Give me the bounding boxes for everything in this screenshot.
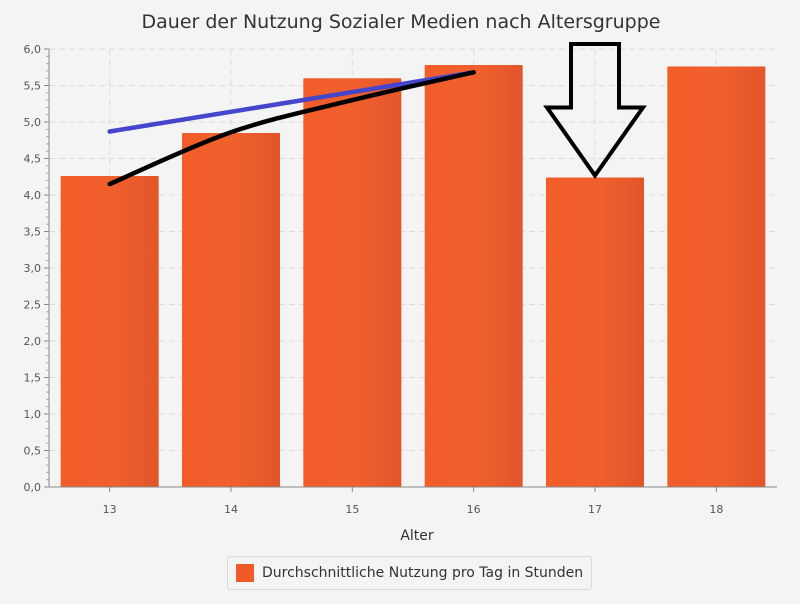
y-tick-label: 6,0 (24, 43, 42, 56)
legend: Durchschnittliche Nutzung pro Tag in Stu… (227, 556, 593, 590)
legend-label: Durchschnittliche Nutzung pro Tag in Stu… (262, 565, 584, 581)
annotations (107, 42, 647, 187)
bars (60, 65, 766, 488)
y-tick-label: 3,5 (24, 226, 42, 239)
down-arrow (543, 42, 647, 179)
y-tick-label: 5,0 (24, 116, 42, 129)
x-tick-label: 16 (467, 503, 481, 516)
bar-17 (546, 177, 644, 488)
chart-title: Dauer der Nutzung Sozialer Medien nach A… (142, 11, 661, 33)
y-tick-label: 0,5 (24, 445, 42, 458)
x-tick-label: 13 (103, 503, 117, 516)
y-tick-label: 1,0 (24, 408, 42, 421)
bar-13 (60, 176, 159, 487)
y-tick-label: 4,5 (24, 153, 42, 166)
y-tick-label: 1,5 (24, 372, 42, 385)
y-tick-label: 5,5 (24, 80, 42, 93)
x-tick-label: 17 (588, 503, 602, 516)
y-tick-label: 2,5 (24, 299, 42, 312)
y-tick-label: 3,0 (24, 262, 42, 275)
bar-14 (182, 132, 280, 487)
x-axis-label: Alter (400, 528, 434, 544)
y-tick-label: 2,0 (24, 335, 42, 348)
y-tick-label: 0,0 (24, 481, 42, 494)
x-tick-label: 14 (224, 503, 238, 516)
bar-18 (667, 66, 766, 488)
bar-15 (303, 78, 402, 487)
x-tick-label: 15 (345, 503, 359, 516)
y-tick-label: 4,0 (24, 189, 42, 202)
x-tick-label: 18 (709, 503, 723, 516)
legend-swatch (236, 564, 254, 582)
trend-line-blue (107, 70, 476, 134)
axes: 0,0 0,5 1,0 1,5 2,0 2,5 3,0 3,5 4,0 4,5 5,0 5,5 6,0 1… (24, 43, 777, 516)
bar-16 (424, 65, 523, 487)
trend-curve-black (107, 70, 476, 187)
